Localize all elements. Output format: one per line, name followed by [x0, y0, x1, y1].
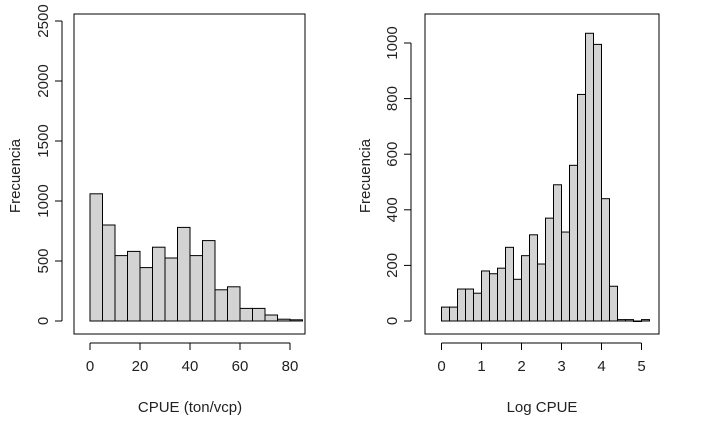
- x-axis: 0 1 2 3 4 5: [437, 342, 646, 375]
- histogram-bar: [127, 250, 141, 322]
- histogram-panel-cpue: 0 20 40 60 80 0 500 1000 1500 2000 2500 CPUE (ton…: [7, 4, 306, 416]
- histogram-bar: [114, 255, 128, 322]
- plot-box: [424, 13, 660, 335]
- y-tick-label: 2000: [35, 64, 52, 97]
- histogram-bar: [152, 246, 166, 322]
- y-tick-label: 600: [384, 142, 401, 167]
- y-tick-label: 1500: [35, 124, 52, 157]
- plot-box: [73, 13, 306, 335]
- histogram-bar: [89, 193, 103, 322]
- x-tick-label: 0: [437, 358, 445, 375]
- y-tick-label: 0: [384, 317, 401, 325]
- histogram-bar: [264, 314, 278, 322]
- x-tick-label: 3: [557, 358, 565, 375]
- histogram-bar: [609, 285, 618, 322]
- histogram-bar: [473, 292, 482, 322]
- histogram-bar: [513, 278, 522, 322]
- bars: [89, 193, 303, 322]
- histogram-bar: [577, 93, 586, 322]
- histogram-bar: [545, 217, 554, 322]
- y-tick-label: 500: [35, 248, 52, 273]
- histogram-bar: [102, 224, 116, 322]
- x-tick-label: 5: [637, 358, 645, 375]
- histogram-bar: [529, 234, 538, 322]
- y-axis-label: Frecuencia: [357, 138, 374, 213]
- x-tick-label: 4: [597, 358, 605, 375]
- histogram-bar: [457, 288, 466, 322]
- y-tick-label: 1000: [35, 184, 52, 217]
- histogram-bar: [601, 198, 610, 322]
- histogram-bar: [561, 231, 570, 322]
- y-tick-label: 2500: [35, 4, 52, 37]
- histogram-bar: [505, 246, 514, 322]
- bars: [441, 32, 650, 322]
- histogram-bar: [441, 306, 450, 322]
- histogram-bar: [617, 319, 626, 322]
- histogram-bar: [277, 318, 291, 322]
- histogram-bar: [227, 286, 241, 322]
- y-tick-label: 1000: [384, 26, 401, 59]
- x-tick-label: 40: [182, 358, 199, 375]
- x-tick-label: 20: [132, 358, 149, 375]
- histogram-bar: [569, 164, 578, 322]
- histogram-bar: [537, 263, 546, 322]
- histogram-bar: [239, 307, 253, 322]
- histogram-bar: [139, 267, 153, 322]
- histogram-bar: [481, 270, 490, 322]
- histogram-bar: [465, 288, 474, 322]
- histogram-bar: [489, 273, 498, 322]
- y-tick-label: 400: [384, 197, 401, 222]
- histogram-bar: [449, 306, 458, 322]
- histogram-bar: [633, 320, 642, 322]
- histogram-panel-log-cpue: 0 1 2 3 4 5 0 200 400 600 800 1000 Log CPUE Frecue…: [357, 13, 660, 416]
- y-tick-label: 0: [35, 317, 52, 325]
- x-axis: 0 20 40 60 80: [86, 342, 299, 375]
- x-tick-label: 0: [86, 358, 94, 375]
- histogram-bar: [164, 257, 178, 322]
- histogram-bar: [177, 226, 191, 322]
- y-axis-label: Frecuencia: [7, 138, 24, 213]
- histogram-bar: [553, 184, 562, 322]
- histogram-bar: [593, 43, 602, 322]
- histogram-bar: [625, 319, 634, 322]
- y-axis: 0 500 1000 1500 2000 2500: [35, 4, 63, 325]
- histogram-bar: [252, 307, 266, 322]
- x-tick-label: 80: [282, 358, 299, 375]
- histogram-bar: [214, 289, 228, 322]
- x-tick-label: 1: [477, 358, 485, 375]
- histogram-bar: [585, 32, 594, 322]
- y-tick-label: 200: [384, 253, 401, 278]
- histogram-bar: [521, 255, 530, 322]
- x-tick-label: 60: [232, 358, 249, 375]
- histogram-bar: [189, 255, 203, 322]
- y-axis: 0 200 400 600 800 1000: [384, 26, 412, 325]
- histogram-bar: [641, 319, 650, 322]
- x-axis-label: Log CPUE: [507, 399, 578, 416]
- x-tick-label: 2: [517, 358, 525, 375]
- histogram-bar: [497, 267, 506, 322]
- x-axis-label: CPUE (ton/vcp): [138, 399, 242, 416]
- y-tick-label: 800: [384, 86, 401, 111]
- histogram-bar: [289, 319, 303, 322]
- histogram-bar: [202, 240, 216, 322]
